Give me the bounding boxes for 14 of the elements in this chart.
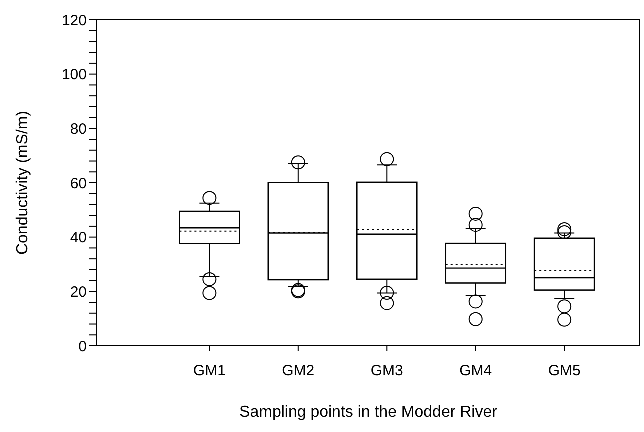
x-tick-label: GM2 (282, 362, 315, 380)
y-tick-label: 100 (62, 66, 87, 84)
x-axis-title: Sampling points in the Modder River (240, 404, 498, 421)
y-tick-label: 0 (78, 338, 87, 356)
x-tick-label: GM5 (548, 362, 581, 380)
x-tick-label: GM4 (460, 362, 492, 380)
y-tick-label: 60 (70, 175, 87, 192)
x-tick-label: GM3 (370, 362, 404, 380)
y-tick-label: 80 (70, 120, 87, 138)
y-tick-label: 40 (70, 230, 87, 247)
y-tick-label: 120 (62, 12, 87, 30)
y-axis-title: Conductivity (mS/m) (14, 110, 32, 256)
x-tick-label: GM1 (193, 362, 226, 380)
y-tick-label: 20 (70, 284, 87, 301)
